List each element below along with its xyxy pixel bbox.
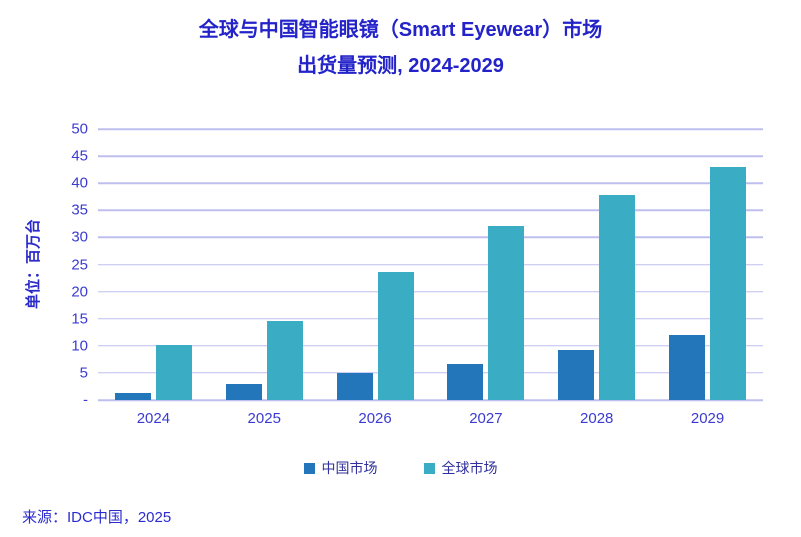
bar-global-2029 bbox=[710, 167, 747, 400]
source-note: 来源：IDC中国，2025 bbox=[22, 509, 172, 526]
bar-china-2025 bbox=[225, 384, 262, 400]
legend-label-china: 中国市场 bbox=[321, 460, 378, 476]
x-label-2024: 2024 bbox=[136, 410, 171, 427]
bar-global-2028 bbox=[599, 194, 636, 400]
bar-global-2024 bbox=[155, 344, 192, 400]
bar-group-2025 bbox=[209, 129, 320, 400]
plot-area bbox=[98, 128, 763, 401]
bar-china-2028 bbox=[558, 349, 595, 400]
bar-group-2024 bbox=[98, 129, 209, 400]
y-tick-label-10: 10 bbox=[71, 337, 88, 355]
legend-item-china: 中国市场 bbox=[303, 458, 378, 478]
gridline bbox=[98, 236, 763, 239]
y-tick-label-20: 20 bbox=[71, 283, 88, 301]
gridline bbox=[98, 345, 763, 347]
legend-label-global: 全球市场 bbox=[441, 460, 498, 476]
bar-group-2029 bbox=[652, 129, 763, 400]
bar-china-2029 bbox=[669, 334, 706, 400]
gridline bbox=[98, 290, 763, 293]
y-tick-label-45: 45 bbox=[71, 147, 88, 165]
gridline bbox=[98, 317, 763, 320]
y-tick-label-5: 5 bbox=[79, 364, 88, 382]
gridline bbox=[98, 182, 763, 184]
bar-global-2026 bbox=[377, 271, 414, 400]
x-label-2025: 2025 bbox=[247, 410, 281, 427]
bar-global-2025 bbox=[266, 321, 303, 400]
x-label-2027: 2027 bbox=[469, 410, 503, 427]
gridline bbox=[98, 155, 763, 157]
x-label-2029: 2029 bbox=[690, 410, 725, 427]
bar-china-2026 bbox=[336, 372, 373, 400]
x-label-2028: 2028 bbox=[580, 410, 614, 427]
bar-group-2026 bbox=[320, 129, 431, 400]
y-axis-ticks: 50 45 40 35 30 25 20 15 10 5 - bbox=[0, 121, 88, 409]
gridline bbox=[98, 372, 763, 374]
bar-global-2027 bbox=[488, 226, 525, 400]
bar-china-2024 bbox=[114, 392, 151, 400]
y-tick-label-15: 15 bbox=[71, 310, 88, 328]
bar-china-2027 bbox=[447, 363, 484, 400]
y-tick-label-40: 40 bbox=[71, 174, 88, 192]
x-axis-labels: 2024 2025 2026 2027 2028 2029 bbox=[98, 410, 763, 427]
y-tick-label-30: 30 bbox=[71, 228, 88, 246]
y-tick-label--: - bbox=[83, 391, 88, 409]
gridline bbox=[98, 399, 763, 401]
gridline bbox=[98, 209, 763, 212]
bar-group-2027 bbox=[430, 129, 541, 400]
gridline bbox=[98, 128, 763, 130]
chart-title: 全球与中国智能眼镜（Smart Eyewear）市场 出货量预测, 2024-2… bbox=[0, 12, 801, 84]
legend: 中国市场 全球市场 bbox=[0, 458, 801, 478]
x-label-2026: 2026 bbox=[358, 410, 392, 427]
y-tick-label-25: 25 bbox=[71, 256, 88, 273]
bar-groups bbox=[98, 129, 763, 400]
chart-title-line2: 出货量预测, 2024-2029 bbox=[297, 55, 504, 77]
legend-swatch-global-icon bbox=[423, 462, 435, 474]
gridline bbox=[98, 263, 763, 266]
bar-group-2028 bbox=[541, 129, 652, 400]
y-tick-label-35: 35 bbox=[71, 201, 88, 219]
legend-swatch-china-icon bbox=[303, 462, 315, 474]
y-tick-label-50: 50 bbox=[71, 120, 88, 138]
chart-title-line1: 全球与中国智能眼镜（Smart Eyewear）市场 bbox=[198, 19, 603, 41]
legend-item-global: 全球市场 bbox=[423, 458, 498, 478]
